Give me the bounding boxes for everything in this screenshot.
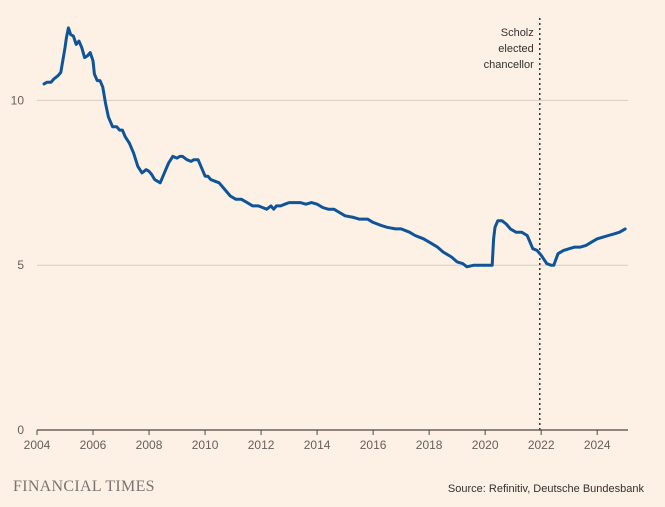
source-note: Source: Refinitiv, Deutsche Bundesbank [447,483,644,495]
x-tick-label-2024: 2024 [584,438,611,452]
x-tick-label-2020: 2020 [472,438,499,452]
x-tick-label-2006: 2006 [80,438,107,452]
y-tick-label-10: 10 [11,93,25,107]
event-annotation-line-1: Scholz [501,27,534,39]
x-tick-label-2016: 2016 [360,438,387,452]
series-layer [42,26,627,269]
x-tick-label-2012: 2012 [248,438,275,452]
x-tick-label-2008: 2008 [136,438,163,452]
event-annotation-line-3: chancellor [484,59,534,71]
y-tick-label-5: 5 [17,258,24,272]
event-annotation-line-2: elected [498,43,533,55]
y-tick-label-0: 0 [17,423,24,437]
series-line-0 [42,26,627,269]
x-tick-label-2010: 2010 [192,438,219,452]
axis-layer: 0 5 10 2004 2006 2008 2010 2012 2014 2016 2018 2020… [11,93,628,452]
x-tick-label-2022: 2022 [528,438,555,452]
x-tick-label-2018: 2018 [416,438,443,452]
x-tick-label-2014: 2014 [304,438,331,452]
brand-logo: FINANCIAL TIMES [13,478,155,495]
event-layer: Scholz elected chancellor [484,18,541,430]
x-tick-label-2004: 2004 [24,438,51,452]
line-chart: Scholz elected chancellor 0 5 10 2004 2006 2008… [11,18,628,452]
grid-layer [37,99,628,266]
